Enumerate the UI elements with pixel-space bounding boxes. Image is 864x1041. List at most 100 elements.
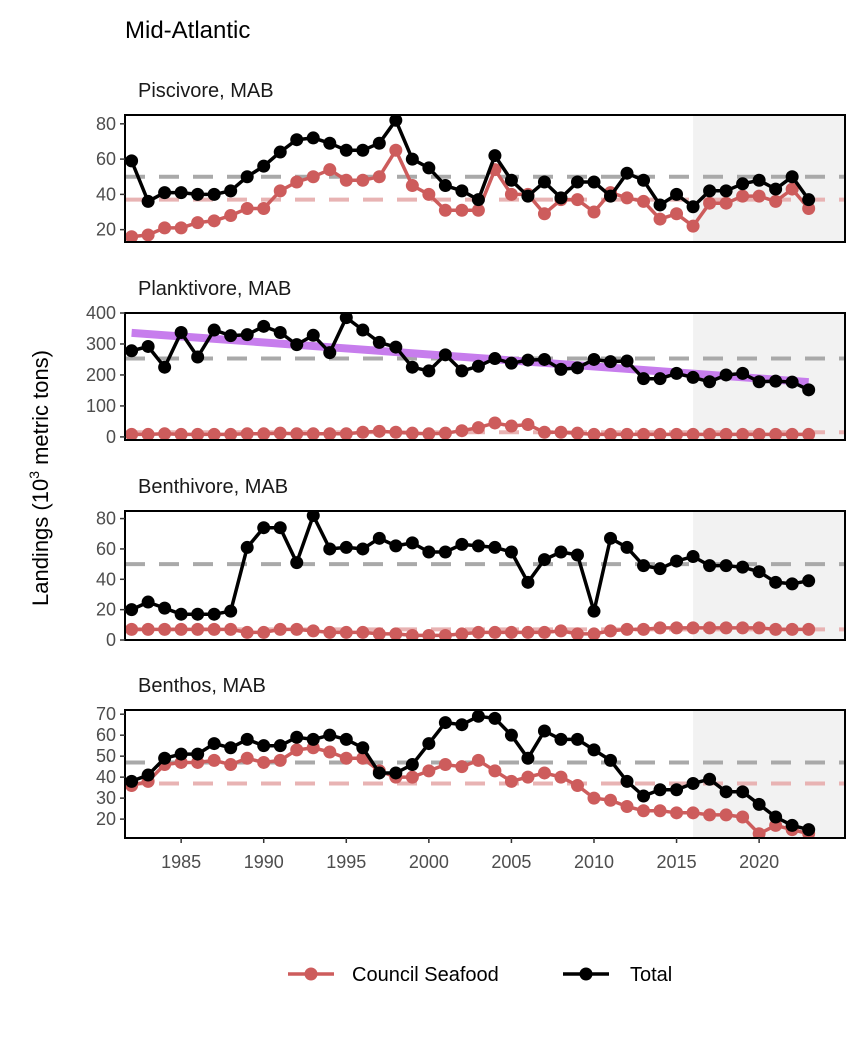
total-series-point [273,521,287,535]
total-series-point [554,191,568,205]
total-series-point [587,743,601,757]
total-series-point [554,362,568,376]
total-series-point [158,186,172,200]
total-series-point [125,774,139,788]
total-series-point [769,374,783,388]
total-series-point [537,175,551,189]
total-series-point [653,562,667,576]
seafood-series-point [290,622,304,636]
total-series-point [125,154,139,168]
seafood-series-point [339,427,353,440]
total-series-point [604,753,618,767]
y-tick-label: 20 [96,220,116,240]
panel-plot-area [125,313,845,440]
legend-total-swatch-dot [579,967,593,981]
seafood-series-point [604,427,618,440]
total-series-point [570,732,584,746]
seafood-series-point [554,624,568,638]
total-series-point [389,766,403,780]
panel-title: Benthos, MAB [138,675,266,697]
seafood-series-point [670,621,684,635]
total-series-point [422,545,436,559]
total-series-point [207,323,221,337]
total-series-point [389,115,403,127]
total-series-point [141,768,155,782]
seafood-series-point [471,421,485,435]
panel-title: Piscivore, MAB [138,80,274,102]
legend-total-label: Total [630,964,672,986]
total-series-point [257,319,271,333]
seafood-series-point [257,625,271,639]
total-series-point [653,372,667,386]
total-series-point [290,338,304,352]
seafood-series-point [504,419,518,433]
total-series-point [306,511,320,523]
total-series-point [389,340,403,354]
total-series-point [438,348,452,362]
total-series-point [653,783,667,797]
total-series-point [736,785,750,799]
seafood-series-point [736,621,750,635]
total-series-point [488,352,502,366]
total-series-point [240,540,254,554]
total-series-point [372,766,386,780]
total-series-point [389,539,403,553]
seafood-series-point [537,766,551,780]
seafood-series-point [438,203,452,217]
total-series-point [785,818,799,832]
total-series-point [471,359,485,373]
seafood-series-point [405,628,419,640]
seafood-series-point [257,427,271,440]
total-series-point [504,728,518,742]
y-tick-label: 50 [96,746,116,766]
seafood-series-point [372,424,386,438]
total-series-point [257,521,271,535]
seafood-series-point [191,427,205,440]
seafood-series-point [719,196,733,210]
seafood-series-point [273,184,287,198]
total-series-point [356,143,370,157]
total-series-point [339,313,353,325]
seafood-series-point [587,427,601,440]
seafood-series-point [273,426,287,440]
seafood-series-point [785,182,799,196]
total-series-point [488,540,502,554]
seafood-series-point [240,427,254,440]
total-series-point [273,739,287,753]
legend-seafood-swatch-dot [304,967,318,981]
total-series-point [587,175,601,189]
total-series-point [422,161,436,175]
seafood-series-point [653,427,667,440]
x-tick-label: 2020 [739,852,779,872]
y-tick-label: 60 [96,149,116,169]
y-tick-label: 60 [96,725,116,745]
seafood-series-point [752,427,766,440]
seafood-series-point [174,427,188,440]
total-series-point [604,189,618,203]
total-series-point [422,737,436,751]
seafood-series-point [438,758,452,772]
y-axis-label: Landings (103 metric tons) [26,350,53,606]
seafood-series-point [405,426,419,440]
seafood-series-point [488,764,502,778]
total-series-point [356,542,370,556]
seafood-series-point [620,427,634,440]
x-tick-label: 1990 [244,852,284,872]
total-series-point [587,352,601,366]
y-tick-label: 80 [96,114,116,134]
total-series-point [273,145,287,159]
total-series-point [504,356,518,370]
seafood-series-point [471,753,485,767]
seafood-series-point [736,810,750,824]
seafood-series-point [339,173,353,187]
y-tick-label: 70 [96,704,116,724]
seafood-series-point [769,622,783,636]
seafood-series-point [752,189,766,203]
y-tick-label: 200 [86,365,116,385]
seafood-series-point [719,808,733,822]
total-series-point [686,200,700,214]
seafood-series-point [290,743,304,757]
total-series-point [339,143,353,157]
total-series-point [191,187,205,201]
total-series-point [455,718,469,732]
